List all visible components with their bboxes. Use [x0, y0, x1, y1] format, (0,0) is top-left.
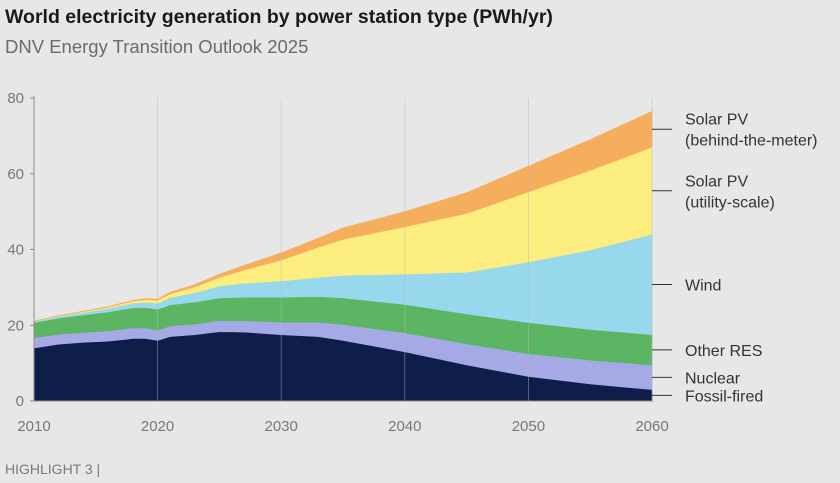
chart-subtitle: DNV Energy Transition Outlook 2025: [5, 36, 309, 57]
y-tick-label-40: 40: [7, 242, 24, 259]
axes: [33, 96, 652, 402]
x-tick-label-2060: 2060: [635, 418, 668, 435]
series-label-other-res: Other RES: [685, 343, 762, 360]
series-label-solar-pv-behind-the-meter-line1: Solar PV: [685, 112, 748, 129]
series-label-fossil-fired: Fossil-fired: [685, 388, 763, 405]
area-layers: [33, 110, 653, 402]
gridlines: [157, 98, 653, 401]
x-tick-label-2050: 2050: [512, 418, 545, 435]
x-tick-label-2010: 2010: [17, 418, 50, 435]
x-tick-label-2020: 2020: [141, 418, 174, 435]
series-label-solar-pv-behind-the-meter-line2: (behind-the-meter): [685, 133, 818, 150]
x-tick-label-2030: 2030: [265, 418, 298, 435]
y-tick-label-20: 20: [7, 317, 24, 334]
y-tick-label-80: 80: [7, 90, 24, 107]
y-tick-label-60: 60: [7, 166, 24, 183]
series-label-solar-pv-utility-scale-line1: Solar PV: [685, 173, 748, 190]
x-tick-label-2040: 2040: [388, 418, 421, 435]
series-label-wind: Wind: [685, 278, 721, 295]
series-label-solar-pv-utility-scale-line2: (utility-scale): [685, 194, 775, 211]
series-labels: Solar PV (behind-the-meter) Solar PV (utili…: [652, 112, 818, 405]
chart-title: World electricity generation by power st…: [5, 6, 553, 28]
series-label-nuclear: Nuclear: [685, 370, 741, 387]
footer-text: HIGHLIGHT 3 |: [5, 461, 101, 477]
y-tick-label-0: 0: [16, 393, 24, 410]
